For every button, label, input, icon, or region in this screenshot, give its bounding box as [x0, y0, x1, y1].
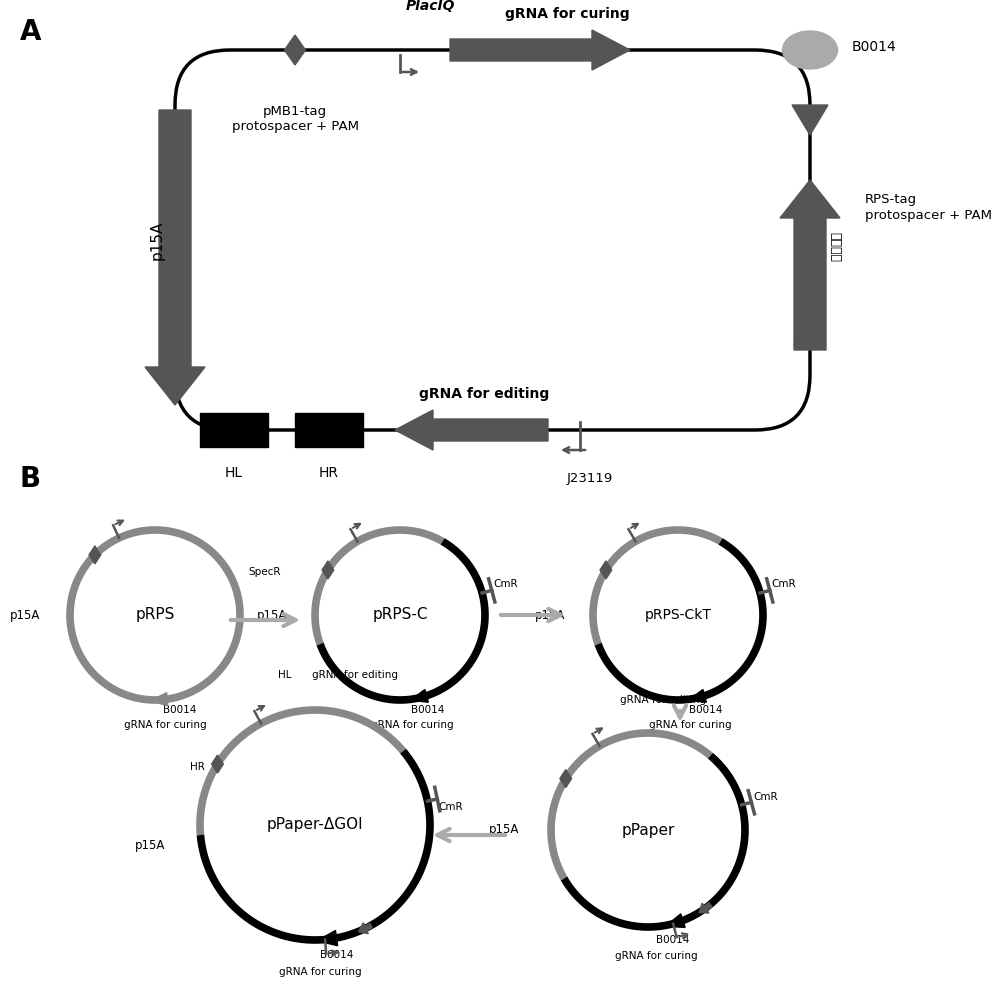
Polygon shape	[410, 689, 428, 702]
Text: pPaper-ΔGOI: pPaper-ΔGOI	[267, 818, 363, 832]
Bar	[200, 413, 268, 447]
Text: J23119: J23119	[567, 472, 613, 485]
Polygon shape	[151, 693, 168, 706]
Polygon shape	[600, 561, 612, 579]
FancyArrow shape	[358, 923, 372, 934]
Text: B0014: B0014	[163, 705, 197, 715]
Polygon shape	[792, 105, 828, 135]
Text: B: B	[20, 465, 41, 493]
Text: gRNA for editing: gRNA for editing	[419, 387, 549, 401]
FancyArrow shape	[699, 903, 712, 913]
Text: gRNA for editing: gRNA for editing	[312, 670, 398, 680]
Text: 抗性基因: 抗性基因	[828, 232, 841, 262]
Text: p15A: p15A	[534, 608, 565, 621]
Text: gRNA for curing: gRNA for curing	[648, 720, 731, 730]
Text: pPaper: pPaper	[622, 822, 674, 838]
Polygon shape	[212, 755, 223, 773]
Polygon shape	[89, 546, 100, 564]
Polygon shape	[560, 770, 572, 788]
Text: CmR: CmR	[753, 792, 778, 802]
FancyArrow shape	[780, 180, 840, 350]
Text: pRPS: pRPS	[135, 607, 175, 622]
Text: HL: HL	[225, 466, 243, 480]
Text: B0014: B0014	[689, 705, 723, 715]
Text: p15A: p15A	[10, 608, 40, 621]
Text: HL: HL	[278, 670, 292, 680]
Text: A: A	[20, 18, 42, 46]
Text: pRPS-C: pRPS-C	[372, 607, 428, 622]
FancyArrow shape	[450, 30, 630, 70]
Text: CmR: CmR	[493, 579, 517, 589]
Polygon shape	[688, 689, 706, 702]
Polygon shape	[794, 315, 826, 345]
Polygon shape	[322, 561, 334, 579]
Text: B0014: B0014	[852, 40, 897, 54]
Text: p15A: p15A	[256, 608, 287, 621]
Text: p15A: p15A	[489, 824, 519, 836]
Text: p15A: p15A	[150, 220, 165, 260]
Ellipse shape	[782, 31, 837, 69]
Text: pMB1-tag
protospacer + PAM: pMB1-tag protospacer + PAM	[231, 105, 358, 133]
Text: HR: HR	[319, 466, 339, 480]
Text: gRNA for curing: gRNA for curing	[279, 967, 361, 977]
Text: B0014: B0014	[321, 950, 354, 960]
Text: gRNA for curing: gRNA for curing	[505, 7, 630, 21]
Text: gRNA for curing: gRNA for curing	[615, 951, 697, 961]
Text: CmR: CmR	[771, 579, 795, 589]
Text: B0014: B0014	[411, 705, 445, 715]
Text: B0014: B0014	[656, 935, 690, 945]
FancyArrow shape	[395, 410, 548, 450]
Polygon shape	[317, 930, 338, 946]
Text: HR: HR	[190, 762, 205, 772]
Bar	[295, 413, 363, 447]
Text: SpecR: SpecR	[248, 567, 280, 577]
Text: gRNA for curing: gRNA for curing	[124, 720, 207, 730]
Text: gRNA for curing: gRNA for curing	[370, 720, 454, 730]
FancyArrow shape	[145, 110, 205, 405]
Text: RPS-tag
protospacer + PAM: RPS-tag protospacer + PAM	[865, 194, 992, 222]
Text: p15A: p15A	[135, 838, 165, 852]
Text: gRNA for editing: gRNA for editing	[620, 695, 706, 705]
Polygon shape	[285, 35, 306, 65]
Text: PlacIQ: PlacIQ	[405, 0, 455, 13]
Polygon shape	[665, 914, 685, 927]
Text: pRPS-CkT: pRPS-CkT	[644, 608, 711, 622]
Text: CmR: CmR	[438, 802, 463, 812]
